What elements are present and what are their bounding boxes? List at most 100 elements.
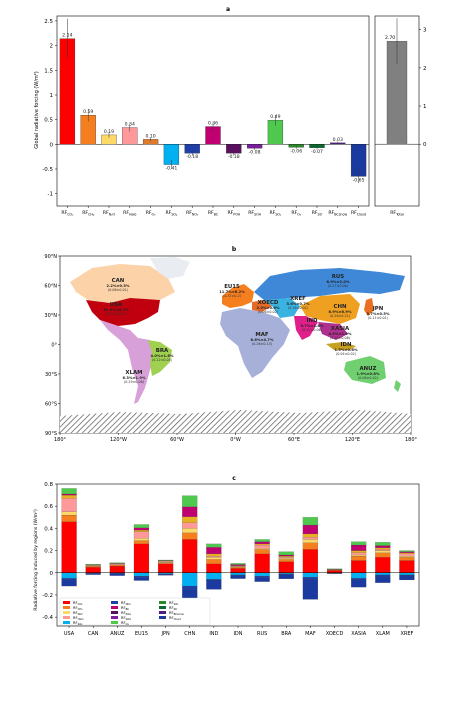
panel-c-bar-segment [302,537,318,540]
map-abs-bra: (0.12±0.05) [152,358,172,362]
panel-c-bar-segment [278,574,294,579]
panel-c-legend-swatch [63,611,70,614]
panel-c-legend-swatch [159,616,166,619]
panel-c-bar-segment [133,527,150,531]
region-idn [326,342,356,350]
map-label-anuz: ANUZ [360,366,377,372]
map-abs-xref: (0.18±0.02) [288,306,308,310]
region-xasia [318,322,348,340]
panel-c-bar-segment [230,575,246,579]
panel-c-bar-segment [61,579,77,587]
panel-c-xtick-label: USA [64,631,75,637]
panel-c-bar-segment [133,538,150,541]
map-value-idn: 1.5%±0.6% [335,348,358,352]
map-lon-label: 60°W [170,437,184,443]
map-abs-xasia: (0.15±0.06) [330,336,350,340]
panel-c-bar-segment [254,544,270,549]
panel-c-bar-segment [351,550,367,553]
panel-c-legend-swatch [63,606,70,609]
panel-c-bar-segment [133,572,150,577]
panel-c-bar-segment [375,549,391,551]
map-lon-label: 0°W [230,437,241,443]
panel-c-ytick-label: -0.2 [42,593,53,599]
panel-a-xtick-label: RFNO₃ [186,210,199,216]
panel-c-legend-label: RFBC [121,606,129,611]
panel-c-xtick-label: IDN [233,631,242,637]
panel-a-total-ytick-label: 0 [423,142,427,148]
panel-c-legend-label: RFO₃ [121,621,129,626]
panel-c-bar-segment [182,522,198,529]
region-rus [254,268,405,300]
panel-c-legend-swatch [111,621,118,624]
map-label-idn: IDN [341,342,352,348]
region-maf [220,308,290,378]
panel-c-legend-label: RFBCsnow [169,611,184,616]
panel-c-bar-segment [61,572,77,579]
panel-a-value-label: -0.65 [353,177,365,183]
panel-a-value-label: 0.19 [104,129,114,135]
panel-c-bar-segment [109,563,125,565]
panel-c-bar-segment [375,550,391,553]
panel-c-bar-segment [254,577,270,582]
map-lat-label: 60°N [44,284,57,290]
panel-c-legend-label: RFCH₄ [73,606,82,611]
panel-c-bar-segment [206,543,222,548]
panel-a-value-label: 0.49 [270,114,280,120]
map-label-maf: MAF [255,332,269,338]
panel-c-bar-segment [254,549,270,554]
panel-c-bar-segment [182,506,198,517]
panel-c-bar-segment [109,562,125,564]
panel-c-bar-segment [375,557,391,573]
panel-a-frame [56,15,370,207]
panel-a-total-chart: 0 1 2 3 2.70 RFTotal [374,15,427,216]
panel-c-bar-segment [206,557,222,560]
panel-a-ylabel: Global radiative forcing (W/m²) [34,71,40,149]
map-label-usa: USA [110,302,123,308]
panel-c-bar-segment [399,557,415,561]
map-abs-jpn: (0.11±0.01) [368,316,388,320]
panel-c-legend-swatch [63,616,70,619]
panel-c-legend-label: RFSO₂ [169,601,178,606]
panel-a-ytick-label: 2 [50,44,54,50]
region-antarctica [60,410,411,433]
panel-c-bar-segment [351,552,367,556]
panel-c-bar-segment [109,564,125,567]
panel-c-legend-label: RFPOA [121,611,131,616]
panel-c-bar-segment [158,561,174,563]
panel-c-bar-segment [230,572,246,576]
panel-a-ytick-label: -1 [48,192,53,198]
panel-c-bar-segment [399,550,415,552]
panel-c-bar-segment [133,531,150,539]
panel-a-ytick-label: 0.5 [44,118,53,124]
panel-c-bar-segment [278,558,294,560]
panel-c-bar-segment [375,576,391,583]
panel-c-bar-segment [230,567,246,569]
panel-c-xtick-label: IND [209,631,218,637]
map-lat-label: 30°N [44,313,57,319]
map-lat-label: 30°S [45,372,57,378]
panel-c-legend-swatch [63,621,70,624]
panel-c-xtick-label: EU15 [135,631,148,637]
panel-c-bar-segment [375,545,391,548]
panel-c-bar-segment [278,573,294,575]
panel-c-bar-segment [278,559,294,562]
panel-c-bar-segment [302,524,318,534]
panel-a-total-xtick-label: RFTotal [390,210,404,216]
panel-c-bar-segment [326,569,343,571]
map-lon-label: 180° [54,437,67,443]
map-abs-xlam: (0.19±0.06) [124,380,144,384]
panel-a-total-value-label: 2.70 [385,35,395,41]
panel-c-ytick-label: 0.4 [44,526,53,532]
panel-c-bar-segment [158,559,174,561]
map-abs-xoecd: (0.06±0.02) [258,310,278,314]
panel-c-bar-segment [133,524,150,528]
panel-a-value-label: -0.06 [290,148,302,154]
panel-c-bar-segment [158,563,174,573]
map-label-jpn: JPN [372,306,384,312]
panel-c-legend-swatch [111,601,118,604]
region-xref [264,298,300,318]
map-abs-maf: (0.26±0.13) [252,342,272,346]
panel-a-xtick-label: RFO₃ [291,210,301,216]
panel-c-bar-segment [302,539,318,543]
